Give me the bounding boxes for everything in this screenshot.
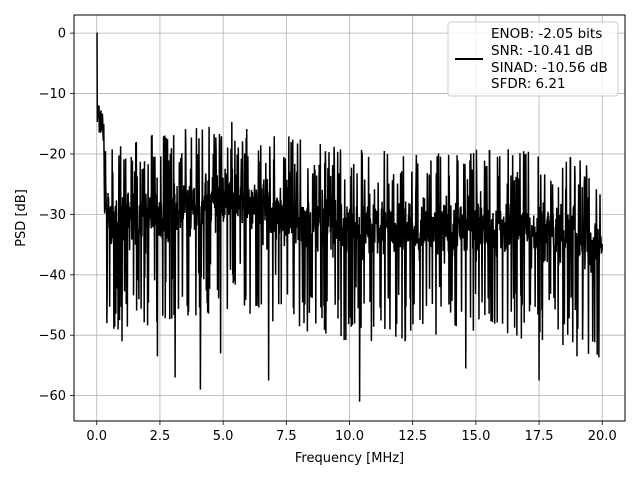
x-tick-label: 5.0 [213,429,234,444]
y-tick-label: −40 [39,268,66,283]
legend-line-enob: ENOB: -2.05 bits [491,26,602,42]
legend: ENOB: -2.05 bits SNR: -10.41 dB SINAD: -… [447,21,619,97]
y-tick-label: −20 [39,147,66,162]
legend-line-sinad: SINAD: -10.56 dB [491,60,608,76]
x-tick-label: 20.0 [588,429,617,444]
y-axis: 0 −10 −20 −30 −40 −50 −60 [39,27,74,404]
x-axis: 0.0 2.5 5.0 7.5 10.0 12.5 15.0 17.5 20.0 [86,421,617,444]
x-tick-label: 7.5 [276,429,297,444]
y-tick-label: −60 [39,389,66,404]
y-tick-label: 0 [58,27,66,42]
x-axis-label: Frequency [MHz] [295,451,404,466]
series-group [96,32,603,402]
legend-box [447,21,619,97]
x-tick-label: 15.0 [461,429,490,444]
x-tick-label: 0.0 [86,429,107,444]
y-tick-label: −30 [39,208,66,223]
x-tick-label: 10.0 [335,429,364,444]
y-tick-label: −10 [39,87,66,102]
x-tick-label: 17.5 [525,429,554,444]
psd-series-line [96,32,603,402]
y-axis-label: PSD [dB] [14,189,29,247]
legend-line-snr: SNR: -10.41 dB [491,43,593,59]
legend-line-sfdr: SFDR: 6.21 [491,76,566,92]
x-tick-label: 2.5 [150,429,171,444]
x-tick-label: 12.5 [398,429,427,444]
y-tick-label: −50 [39,329,66,344]
